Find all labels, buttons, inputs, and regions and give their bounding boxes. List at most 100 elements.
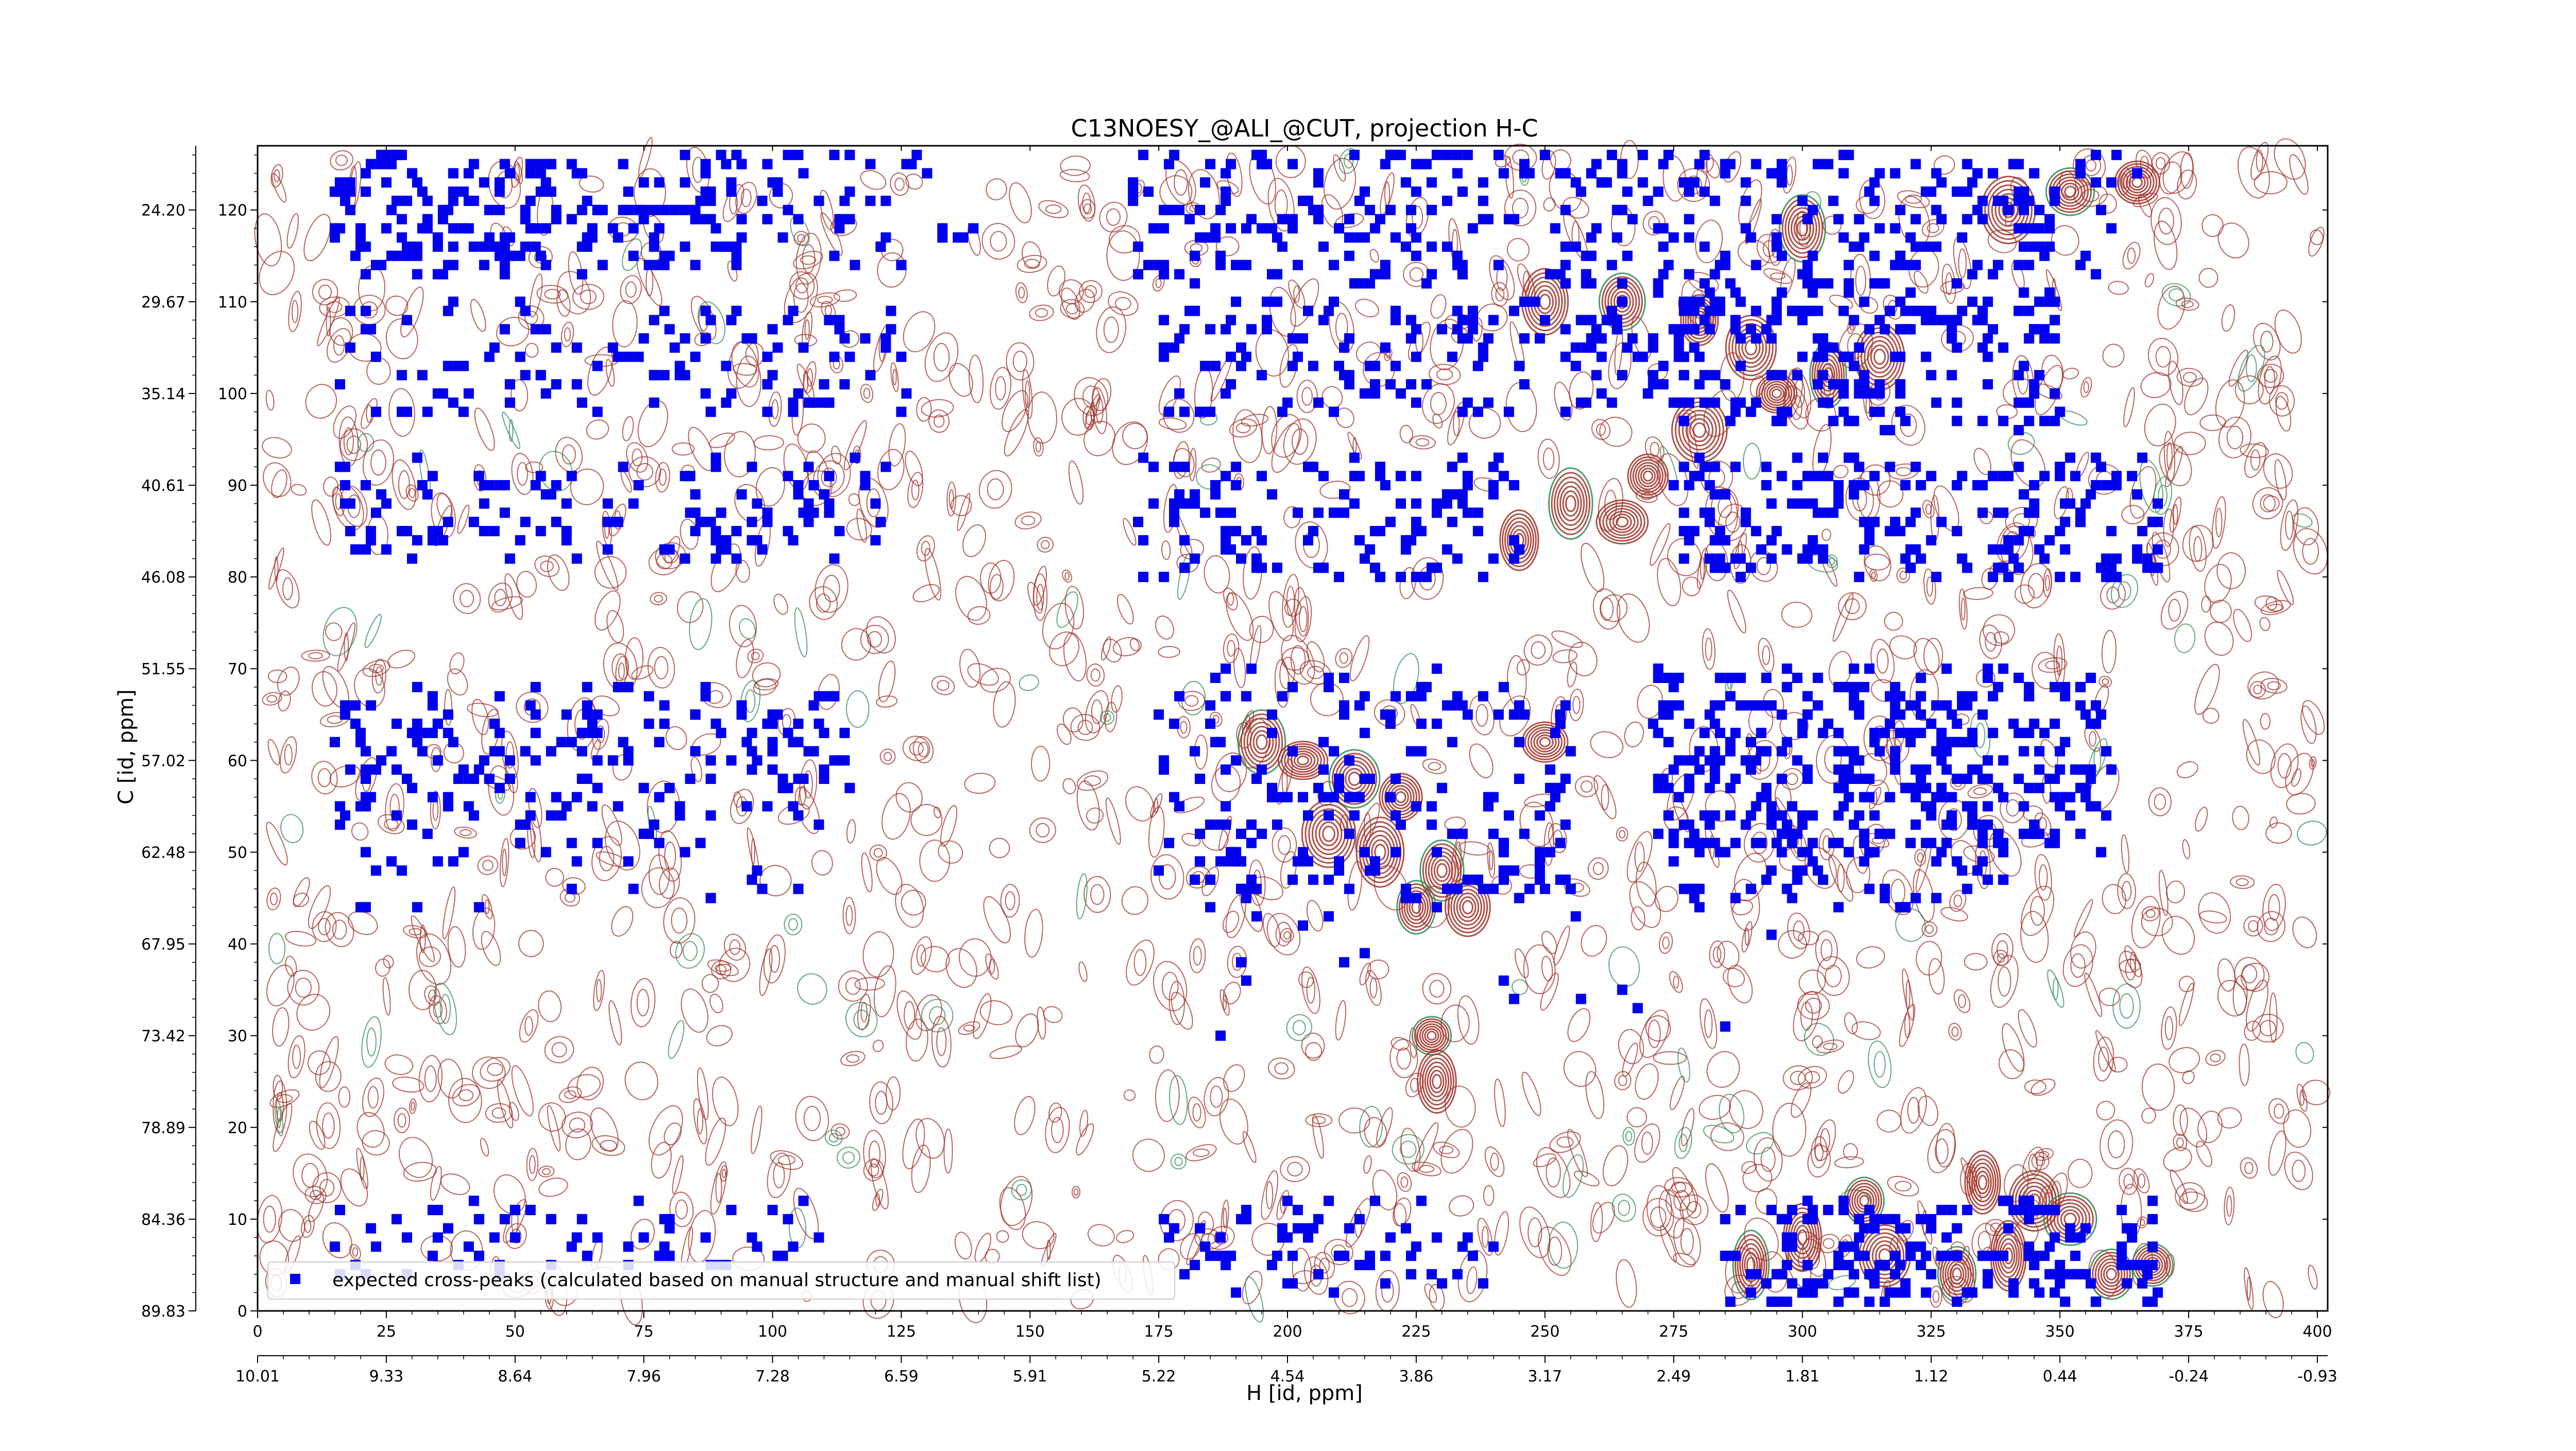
cross-peak-marker xyxy=(1349,278,1360,288)
cross-peak-marker xyxy=(1257,471,1267,481)
cross-peak-marker xyxy=(402,526,412,536)
cross-peak-marker xyxy=(1452,691,1463,702)
cross-peak-marker xyxy=(2003,535,2013,545)
cross-peak-marker xyxy=(505,755,515,765)
cross-peak-marker xyxy=(443,205,453,215)
cross-peak-marker xyxy=(639,1233,649,1243)
cross-peak-marker xyxy=(1612,324,1622,334)
cross-peak-marker xyxy=(1241,893,1251,903)
cross-peak-marker xyxy=(1313,177,1324,187)
cross-peak-marker xyxy=(1555,709,1566,720)
cross-peak-marker xyxy=(1839,801,1849,811)
cross-peak-marker xyxy=(1767,801,1777,811)
cross-peak-marker xyxy=(1633,1003,1643,1013)
cross-peak-marker xyxy=(577,398,587,408)
cross-peak-marker xyxy=(1710,196,1720,206)
cross-peak-marker xyxy=(2039,333,2049,344)
cross-peak-marker xyxy=(1813,333,1823,344)
cross-peak-marker xyxy=(1566,884,1576,894)
cross-peak-marker xyxy=(1406,746,1416,757)
cross-peak-marker xyxy=(1885,792,1895,803)
cross-peak-marker xyxy=(1221,526,1231,536)
cross-peak-marker xyxy=(1689,177,1700,187)
cross-peak-marker xyxy=(1561,260,1571,270)
cross-peak-marker xyxy=(392,810,402,821)
cross-peak-marker xyxy=(1818,453,1828,463)
cross-peak-marker xyxy=(582,709,592,720)
cross-peak-marker xyxy=(1988,324,1998,334)
cross-peak-marker xyxy=(1777,709,1787,720)
cross-peak-marker xyxy=(1597,388,1607,399)
cross-peak-marker xyxy=(361,847,371,857)
cross-peak-marker xyxy=(623,205,634,215)
cross-peak-marker xyxy=(1895,1260,1905,1270)
cross-peak-marker xyxy=(675,801,685,811)
cross-peak-marker xyxy=(1756,544,1767,555)
cross-peak-marker xyxy=(1215,260,1226,270)
cross-peak-marker xyxy=(768,324,778,334)
cross-peak-marker xyxy=(1190,251,1200,261)
cross-peak-marker xyxy=(1803,1278,1813,1289)
cross-peak-marker xyxy=(1705,287,1715,298)
cross-peak-marker xyxy=(1478,691,1488,702)
cross-peak-marker xyxy=(2024,196,2034,206)
cross-peak-marker xyxy=(1905,324,1916,334)
cross-peak-marker xyxy=(1179,324,1190,334)
cross-peak-marker xyxy=(1782,544,1792,555)
x-index-tick-label: 25 xyxy=(377,1323,396,1341)
cross-peak-marker xyxy=(428,792,438,803)
cross-peak-marker xyxy=(1823,159,1834,169)
cross-peak-marker xyxy=(1849,701,1859,711)
cross-peak-marker xyxy=(1849,820,1859,830)
cross-peak-marker xyxy=(1262,315,1272,325)
cross-peak-marker xyxy=(804,499,814,509)
cross-peak-marker xyxy=(453,774,464,784)
cross-peak-marker xyxy=(1874,407,1885,417)
cross-peak-marker xyxy=(819,774,829,784)
cross-peak-marker xyxy=(412,177,422,187)
cross-peak-marker xyxy=(1916,1260,1926,1270)
cross-peak-marker xyxy=(737,232,747,243)
cross-peak-marker xyxy=(1736,572,1746,582)
cross-peak-marker xyxy=(768,370,778,380)
cross-peak-marker xyxy=(2024,691,2034,702)
cross-peak-marker xyxy=(1962,1287,1972,1298)
cross-peak-marker xyxy=(495,177,505,187)
cross-peak-marker xyxy=(1910,242,1921,252)
cross-peak-marker xyxy=(1514,361,1524,371)
cross-peak-marker xyxy=(1844,260,1854,270)
cross-peak-marker xyxy=(1468,306,1478,316)
cross-peak-marker xyxy=(1391,774,1401,784)
x-ppm-tick-label: 5.22 xyxy=(1142,1368,1176,1386)
cross-peak-marker xyxy=(2096,709,2106,720)
cross-peak-marker xyxy=(649,232,659,243)
cross-peak-marker xyxy=(1148,462,1159,472)
cross-peak-marker xyxy=(1689,829,1700,839)
cross-peak-marker xyxy=(1885,425,1895,435)
cross-peak-marker xyxy=(448,168,459,178)
cross-peak-marker xyxy=(1519,829,1530,839)
cross-peak-marker xyxy=(1169,507,1179,518)
cross-peak-marker xyxy=(654,1251,665,1261)
cross-peak-marker xyxy=(701,168,711,178)
cross-peak-marker xyxy=(2060,682,2070,692)
cross-peak-marker xyxy=(1689,324,1700,334)
cross-peak-marker xyxy=(1977,1251,1988,1261)
cross-peak-marker xyxy=(1679,297,1689,307)
cross-peak-marker xyxy=(2029,1278,2039,1289)
cross-peak-marker xyxy=(1545,783,1555,793)
cross-peak-marker xyxy=(2060,1296,2070,1307)
cross-peak-marker xyxy=(1159,572,1169,582)
cross-peak-marker xyxy=(1591,370,1602,380)
cross-peak-marker xyxy=(2049,315,2060,325)
cross-peak-marker xyxy=(1442,242,1452,252)
cross-peak-marker xyxy=(526,159,536,169)
cross-peak-marker xyxy=(469,774,479,784)
cross-peak-marker xyxy=(1617,159,1628,169)
cross-peak-marker xyxy=(1612,205,1622,215)
cross-peak-marker xyxy=(1700,315,1710,325)
cross-peak-marker xyxy=(726,186,737,197)
cross-peak-marker xyxy=(1658,159,1669,169)
cross-peak-marker xyxy=(1653,287,1664,298)
cross-peak-marker xyxy=(1535,847,1545,857)
